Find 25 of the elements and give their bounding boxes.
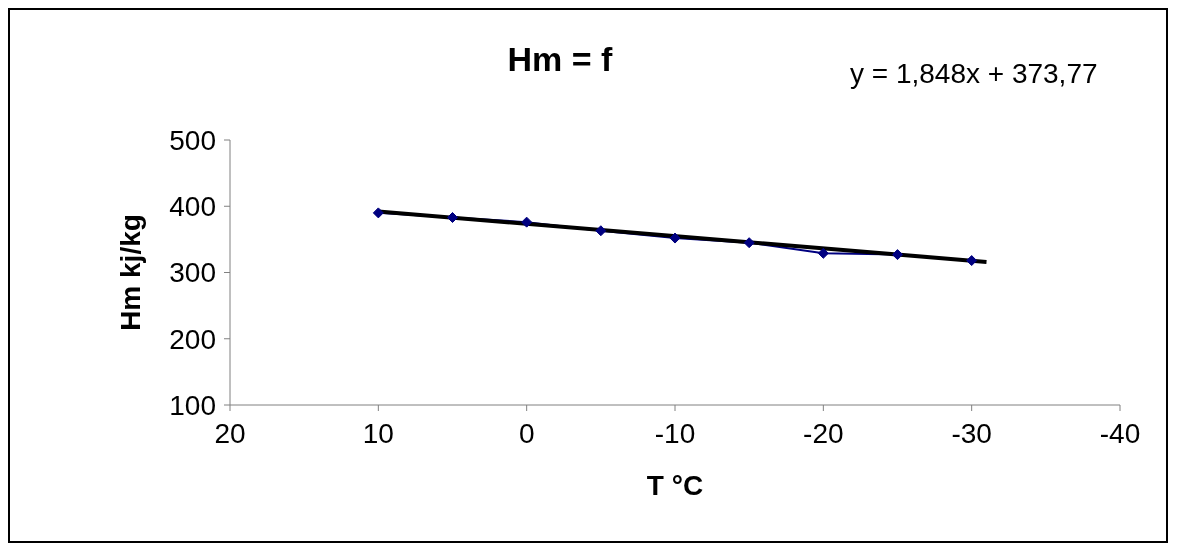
point	[372, 207, 384, 219]
y-tick-label: 500	[169, 124, 216, 156]
y-tick-label: 100	[169, 389, 216, 421]
y-tick-label: 300	[169, 257, 216, 289]
x-tick-label: -40	[1099, 417, 1141, 449]
point	[743, 237, 755, 249]
y-axis-title: Hm kj/kg	[114, 214, 146, 331]
y-tick-label: 400	[169, 191, 216, 223]
point	[521, 216, 533, 228]
point	[817, 247, 829, 259]
x-tick-label: 0	[518, 417, 535, 449]
point	[892, 249, 903, 261]
x-axis-title: T °C	[646, 470, 704, 501]
chart-title: Hm = f	[506, 40, 614, 79]
point	[595, 225, 607, 237]
x-tick-label: -30	[951, 417, 992, 449]
x-tick-label: 10	[362, 417, 394, 449]
point	[669, 232, 681, 244]
x-tick-label: -10	[654, 417, 696, 449]
x-tick-label: 20	[214, 417, 246, 449]
point	[447, 212, 458, 224]
y-tick-label: 200	[169, 323, 216, 355]
text: y = 1,848x + 373,77	[850, 58, 1098, 90]
point	[966, 255, 978, 267]
x-tick-label: -20	[803, 417, 844, 449]
